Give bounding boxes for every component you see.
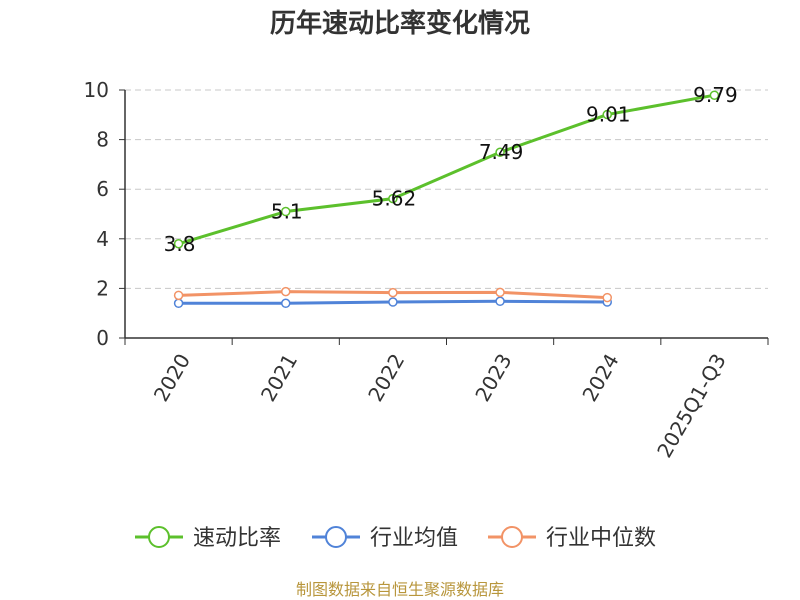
data-point: [281, 206, 291, 217]
legend-marker: [148, 526, 170, 548]
data-point: [495, 296, 505, 307]
x-tick-label: 2022: [363, 350, 409, 406]
x-tick-label: 2020: [149, 350, 195, 406]
legend-label: 行业中位数: [546, 526, 656, 551]
axes: 0 2 4 6 8 10 2020 2021 2022 2023 2024 2025Q1-Q3: [84, 78, 769, 462]
legend-item-1[interactable]: 速动比率: [135, 526, 281, 551]
data-point: [281, 298, 291, 309]
y-tick-label: 10: [84, 78, 109, 102]
x-tick-label: 2024: [577, 350, 623, 406]
y-tick-label: 2: [96, 276, 109, 300]
grid: [125, 89, 768, 289]
x-tick-label: 2023: [470, 350, 516, 406]
data-point: [173, 239, 184, 249]
legend[interactable]: 速动比率 行业均值 行业中位数: [135, 526, 656, 551]
data-point: [388, 193, 398, 204]
data-point: [602, 109, 612, 120]
data-point: [281, 286, 291, 297]
x-tick-label: 2025Q1-Q3: [652, 350, 731, 462]
data-labels: 3.8 5.1 5.62 7.49 9.01 9.79: [164, 83, 738, 256]
data-label: 9.01: [586, 103, 631, 127]
y-tick-label: 4: [96, 227, 109, 251]
y-tick-label: 8: [96, 128, 109, 152]
chart-title: 历年速动比率变化情况: [270, 8, 530, 39]
series-line-1: [178, 93, 715, 246]
data-point: [495, 147, 505, 157]
data-label: 7.49: [479, 140, 524, 164]
data-point: [495, 287, 505, 298]
legend-label: 行业均值: [370, 526, 458, 551]
data-point: [388, 287, 398, 298]
legend-item-2[interactable]: 行业均值: [312, 526, 458, 551]
y-tick-label: 0: [96, 326, 109, 350]
data-point: [388, 297, 398, 307]
data-label: 5.62: [372, 187, 417, 211]
data-point: [173, 298, 184, 309]
x-tick-label: 2021: [256, 350, 302, 406]
legend-marker: [325, 526, 347, 548]
legend-marker: [501, 526, 523, 548]
data-point: [173, 290, 184, 301]
data-point: [709, 90, 720, 100]
source-note: 制图数据来自恒生聚源数据库: [296, 580, 504, 599]
series-group: [173, 90, 720, 309]
data-label: 3.8: [164, 232, 196, 256]
legend-item-3[interactable]: 行业中位数: [488, 526, 656, 551]
data-label: 9.79: [693, 83, 738, 107]
legend-label: 速动比率: [193, 526, 281, 551]
data-label: 5.1: [271, 200, 303, 224]
data-point: [602, 292, 612, 303]
y-tick-label: 6: [96, 177, 109, 201]
